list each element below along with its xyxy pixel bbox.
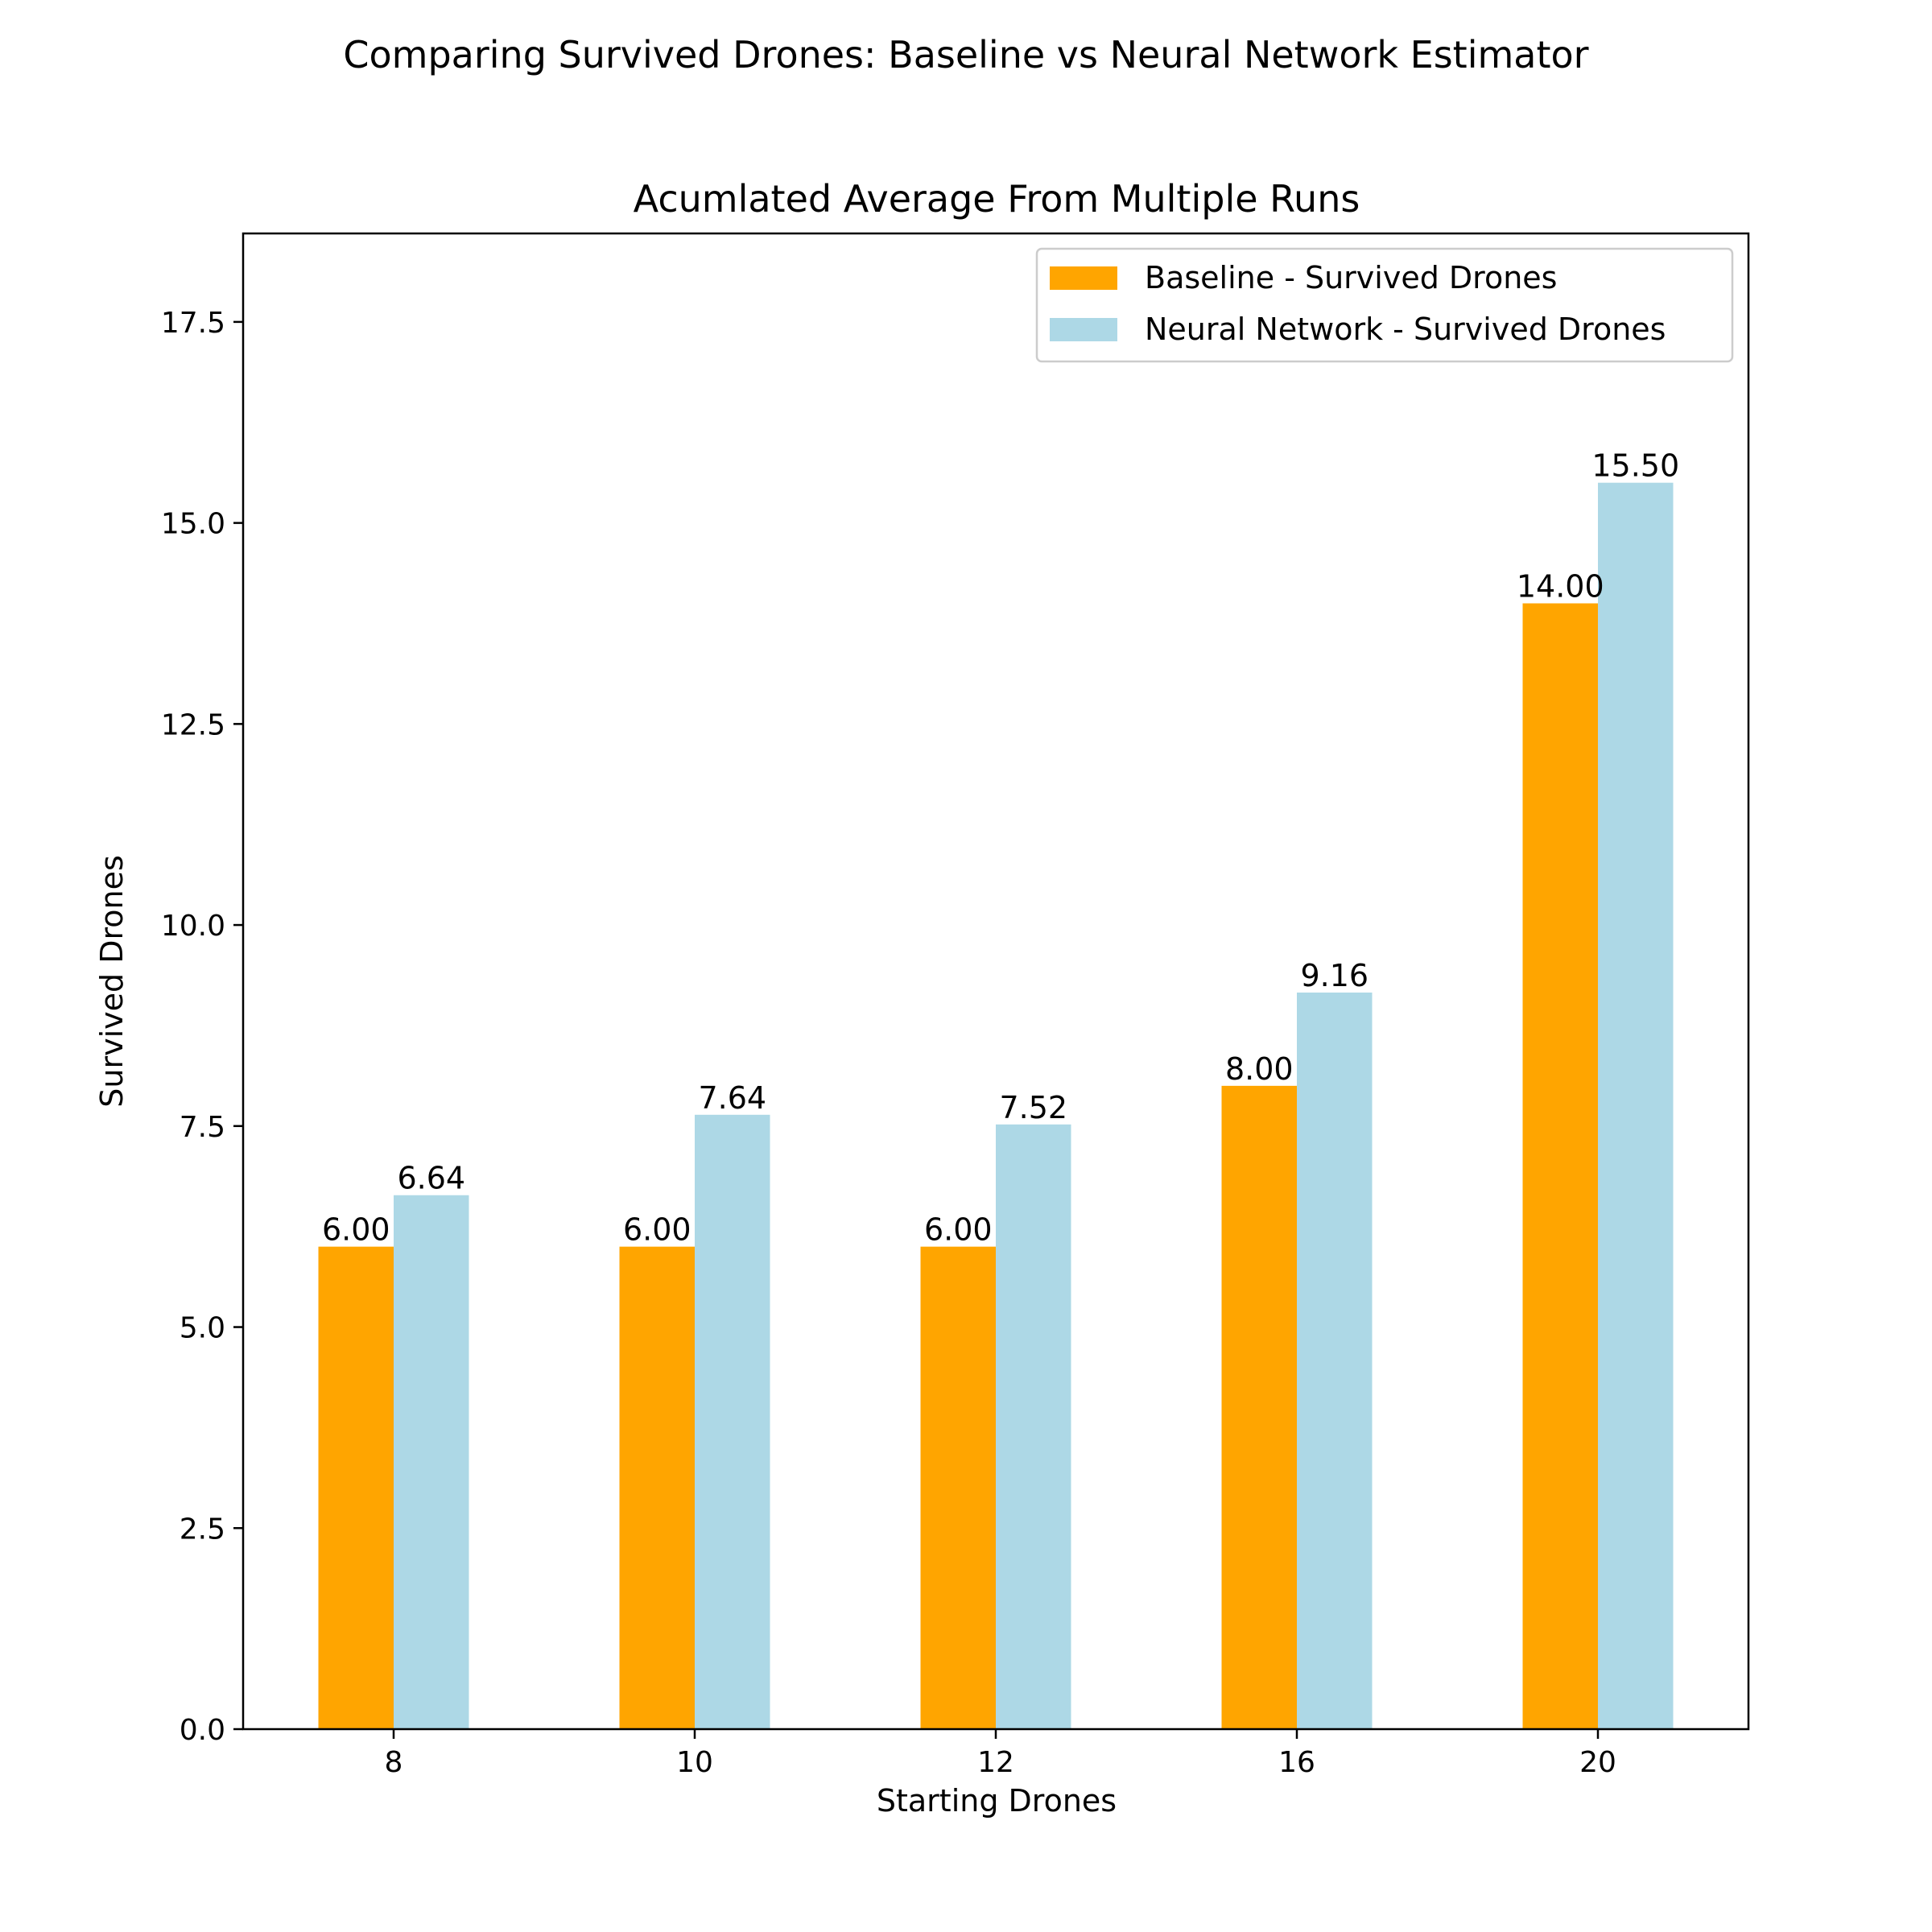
bar-neural-network-12 [996, 1124, 1071, 1729]
y-tick-label: 12.5 [161, 708, 225, 741]
y-tick-label: 10.0 [161, 910, 225, 943]
data-label-neural-network-8: 6.64 [397, 1161, 465, 1196]
data-label-baseline-8: 6.00 [322, 1212, 390, 1248]
y-axis-label: Survived Drones [94, 855, 130, 1108]
legend-label-neural-network: Neural Network - Survived Drones [1145, 312, 1666, 347]
bar-baseline-8 [318, 1246, 394, 1729]
x-tick-label: 16 [1278, 1746, 1315, 1779]
x-tick-label: 10 [676, 1746, 713, 1779]
chart-suptitle: Comparing Survived Drones: Baseline vs N… [343, 33, 1588, 76]
bar-neural-network-8 [394, 1195, 469, 1729]
data-label-baseline-16: 8.00 [1225, 1051, 1294, 1087]
x-tick-label: 20 [1579, 1746, 1616, 1779]
x-axis: 8 10 12 16 20 [385, 1729, 1616, 1779]
x-axis-label: Starting Drones [877, 1783, 1117, 1818]
data-label-baseline-20: 14.00 [1517, 569, 1604, 605]
x-tick-label: 8 [385, 1746, 403, 1779]
x-tick-label: 12 [977, 1746, 1014, 1779]
y-tick-label: 5.0 [180, 1312, 225, 1345]
y-axis: 0.0 2.5 5.0 7.5 10.0 12.5 15.0 17.5 [161, 307, 243, 1747]
y-tick-label: 17.5 [161, 307, 225, 340]
bar-neural-network-10 [695, 1114, 770, 1729]
data-label-neural-network-16: 9.16 [1300, 958, 1368, 993]
legend-swatch-neural-network [1050, 318, 1117, 341]
data-labels-group: 6.00 6.00 6.00 8.00 14.00 6.64 7.64 7.52 9.16 15.… [322, 448, 1679, 1248]
data-label-neural-network-10: 7.64 [698, 1080, 766, 1116]
y-tick-label: 2.5 [180, 1513, 225, 1546]
data-label-neural-network-12: 7.52 [999, 1090, 1067, 1125]
bars-group [318, 482, 1674, 1729]
bar-baseline-10 [619, 1246, 695, 1729]
chart-title: Acumlated Average From Multiple Runs [634, 177, 1360, 221]
bar-baseline-12 [920, 1246, 996, 1729]
bar-baseline-16 [1221, 1085, 1297, 1729]
data-label-baseline-12: 6.00 [924, 1212, 993, 1248]
legend: Baseline - Survived Drones Neural Networ… [1035, 247, 1734, 363]
legend-label-baseline: Baseline - Survived Drones [1145, 260, 1557, 295]
plot-frame [242, 232, 1750, 1731]
legend-box [1035, 247, 1734, 363]
y-tick-label: 7.5 [180, 1111, 225, 1144]
y-tick-label: 15.0 [161, 508, 225, 541]
legend-swatch-baseline [1050, 266, 1117, 290]
y-tick-label: 0.0 [180, 1714, 225, 1747]
bar-baseline-20 [1522, 603, 1598, 1729]
bar-neural-network-20 [1598, 482, 1674, 1729]
bar-neural-network-16 [1297, 992, 1373, 1729]
data-label-baseline-10: 6.00 [623, 1212, 691, 1248]
data-label-neural-network-20: 15.50 [1591, 448, 1679, 484]
